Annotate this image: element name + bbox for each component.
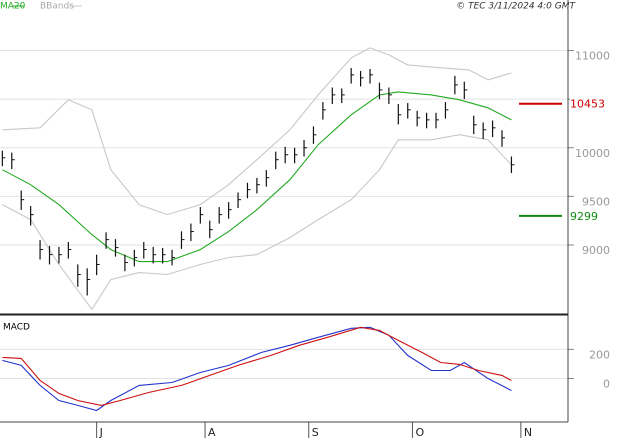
y-tick-label: 200	[589, 348, 610, 361]
macd-title: MACD	[3, 323, 30, 333]
y-tick-label: 11000	[575, 50, 610, 63]
source: © TEC 3/11/2024 4:0 GMT	[456, 2, 576, 12]
y-tick-label: 0	[603, 377, 610, 390]
level-label-bg	[570, 208, 610, 223]
grid-layer	[0, 50, 568, 379]
x-tick-label: S	[312, 426, 319, 439]
ma-line	[2, 91, 512, 263]
marks-layer	[1, 68, 515, 412]
level-label: 9299	[570, 210, 598, 223]
level-label-bg	[570, 96, 610, 111]
x-tick-label: J	[99, 426, 103, 439]
y-tick-label: 9000	[582, 244, 610, 257]
x-tick-label: O	[415, 426, 424, 439]
bbands-legend: BBands	[40, 2, 74, 12]
level-label: 10453	[570, 98, 605, 111]
labels-layer: 10453 9299	[519, 96, 610, 223]
y-tick-label: 9500	[582, 195, 610, 208]
ma-legend: MA20	[0, 2, 26, 12]
x-tick-label: N	[524, 426, 532, 439]
y-tick-label: 10000	[575, 147, 610, 160]
bands-layer	[2, 47, 512, 311]
x-tick-label: A	[208, 426, 216, 439]
bband-lower	[2, 134, 512, 311]
macd-line	[2, 326, 512, 406]
bband-upper	[2, 47, 512, 216]
macd-line	[2, 326, 512, 412]
